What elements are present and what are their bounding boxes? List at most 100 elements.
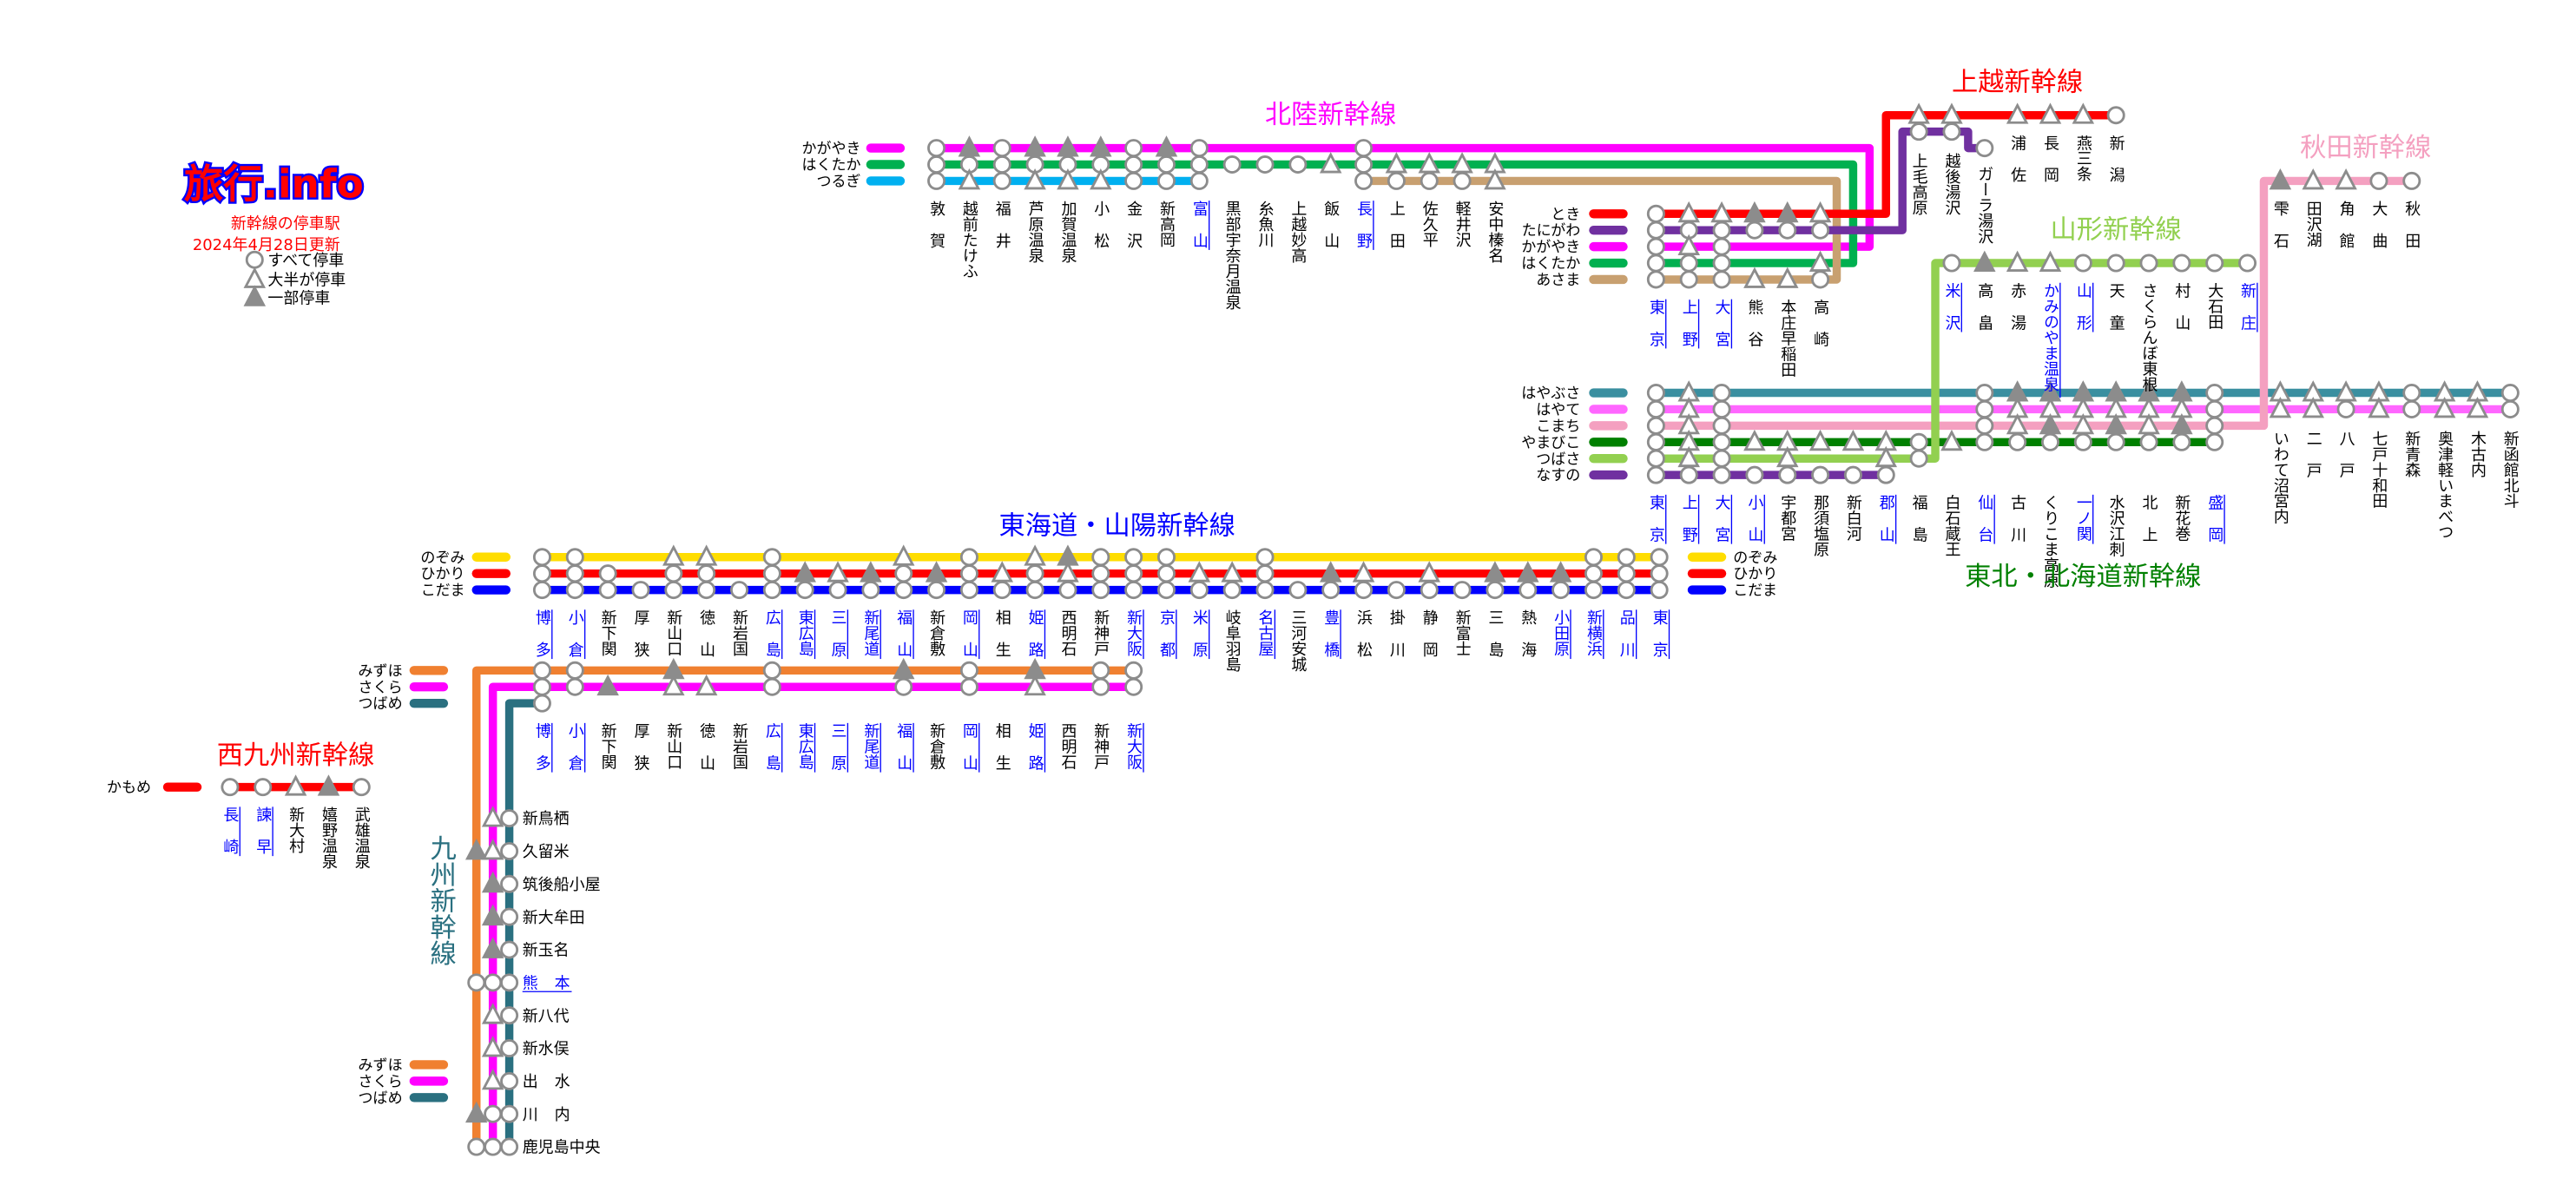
station-label: 飯山 <box>1321 201 1340 265</box>
circle-icon <box>1975 416 1994 435</box>
station-label[interactable]: 博多 <box>533 723 551 787</box>
station-label: 上越妙高 <box>1288 201 1307 264</box>
station-label[interactable]: 岡山 <box>960 723 978 787</box>
station-label[interactable]: 大宮 <box>1713 299 1731 363</box>
station-label[interactable]: 諫早 <box>254 806 272 871</box>
station-label: 軽井沢 <box>1453 201 1472 247</box>
station-label: 木古内 <box>2468 431 2487 478</box>
circle-icon <box>1387 581 1406 600</box>
station-label[interactable]: 新横浜 <box>1584 609 1603 656</box>
station-label[interactable]: 郡山 <box>1877 495 1895 559</box>
circle-icon <box>1124 155 1143 174</box>
circle-icon <box>1124 661 1143 680</box>
station-label[interactable]: 東京 <box>1647 299 1665 363</box>
update-date: 2024年4月28日更新 <box>193 236 340 254</box>
legend-label-komachi: こまち <box>1536 418 1580 435</box>
station-label[interactable]: 名古屋 <box>1256 609 1275 656</box>
station-label[interactable]: 三原 <box>829 609 847 674</box>
circle-icon <box>2205 432 2224 451</box>
circle-icon <box>1646 399 1665 418</box>
triangle-outline-icon <box>481 839 504 860</box>
station-label[interactable]: 福山 <box>894 723 912 787</box>
legend-label-toki: とき <box>1551 206 1580 223</box>
station-label[interactable]: 岡山 <box>960 609 978 674</box>
station-label[interactable]: 小倉 <box>566 609 584 674</box>
station-label: 静岡 <box>1420 609 1439 674</box>
station-label[interactable]: 山形 <box>2074 283 2092 347</box>
station-label[interactable]: 広島 <box>763 723 781 787</box>
station-label[interactable]: 長崎 <box>221 806 239 871</box>
page-subtitle: 新幹線の停車駅 <box>231 214 340 233</box>
circle-icon <box>1255 155 1275 174</box>
title-nishikyushu: 西九州新幹線 <box>217 741 375 771</box>
circle-icon <box>500 874 519 893</box>
circle-icon <box>2402 399 2421 418</box>
station-label[interactable]: 小山 <box>1745 495 1763 559</box>
circle-icon <box>484 1137 503 1156</box>
station-label[interactable]: 新尾道 <box>861 609 880 656</box>
station-label[interactable]: 豊橋 <box>1321 609 1340 674</box>
circle-icon <box>1453 581 1472 600</box>
station-label[interactable]: 京都 <box>1157 609 1176 674</box>
station-label[interactable]: 姫路 <box>1026 609 1044 674</box>
station-label[interactable]: 米原 <box>1190 609 1209 674</box>
circle-icon <box>1354 155 1374 174</box>
station-label[interactable]: 福山 <box>894 609 912 674</box>
circle-icon <box>795 581 814 600</box>
circle-icon <box>1552 581 1571 600</box>
circle-icon <box>2500 384 2520 403</box>
station-label[interactable]: 新大阪 <box>1124 723 1143 770</box>
station-label[interactable]: 広島 <box>763 609 781 674</box>
circle-icon <box>1712 416 1731 435</box>
station-label[interactable]: 長野 <box>1354 201 1373 265</box>
circle-icon <box>500 841 519 860</box>
station-label[interactable]: 三原 <box>829 723 847 787</box>
station-label[interactable]: 上野 <box>1680 299 1698 363</box>
circle-icon <box>1646 270 1665 289</box>
station-label[interactable]: 品川 <box>1617 609 1636 674</box>
legend-label-tanigawa: たにがわ <box>1522 222 1581 240</box>
station-label[interactable]: 仙台 <box>1975 495 1993 559</box>
station-label[interactable]: 博多 <box>533 609 551 674</box>
station-label[interactable]: 富山 <box>1190 201 1209 265</box>
station-label: 二戸 <box>2304 431 2322 495</box>
station-label[interactable]: 小倉 <box>566 723 584 787</box>
circle-icon <box>1712 449 1731 468</box>
triangle-outline-icon <box>2302 397 2324 418</box>
triangle-outline-icon <box>1743 267 1766 288</box>
station-label[interactable]: 東京 <box>1647 495 1665 559</box>
station-label[interactable]: 東広島 <box>796 723 814 771</box>
station-label[interactable]: 新尾道 <box>861 723 880 770</box>
station-label[interactable]: 新庄 <box>2238 283 2256 347</box>
circle-icon <box>532 548 551 567</box>
triangle-filled-icon <box>464 839 488 860</box>
triangle-outline-icon <box>1057 168 1079 190</box>
station-label[interactable]: かみのやま温泉 <box>2041 283 2059 392</box>
station-label[interactable]: 大宮 <box>1713 495 1731 559</box>
circle-icon <box>1778 465 1797 484</box>
station-label[interactable]: 東広島 <box>796 609 814 657</box>
circle-icon <box>1712 270 1731 289</box>
station-label[interactable]: 姫路 <box>1026 723 1044 787</box>
station-label: 新函館北斗 <box>2501 431 2520 509</box>
circle-icon <box>2369 171 2388 190</box>
station-label[interactable]: 米沢 <box>1942 283 1960 347</box>
station-label: 出水 <box>523 1073 587 1091</box>
legend-label-yamabiko: やまびこ <box>1521 434 1580 451</box>
station-label[interactable]: 盛岡 <box>2205 495 2224 559</box>
station-label: 高崎 <box>1811 299 1829 363</box>
station-label[interactable]: 新大阪 <box>1124 609 1143 656</box>
station-label[interactable]: 熊本 <box>523 974 587 992</box>
circle-icon <box>664 581 683 600</box>
circle-icon <box>1354 581 1374 600</box>
site-logo[interactable]: 旅行.info <box>182 159 366 209</box>
station-label[interactable]: 一ノ関 <box>2074 495 2092 542</box>
circle-icon <box>1058 581 1077 600</box>
station-label[interactable]: 東京 <box>1650 609 1669 674</box>
circle-icon <box>927 171 946 190</box>
legend-label-tsubame: つばめ <box>359 695 403 713</box>
circle-icon <box>1189 155 1209 174</box>
circle-icon <box>1189 171 1209 190</box>
station-label[interactable]: 上野 <box>1680 495 1698 559</box>
station-label[interactable]: 小田原 <box>1552 609 1570 656</box>
